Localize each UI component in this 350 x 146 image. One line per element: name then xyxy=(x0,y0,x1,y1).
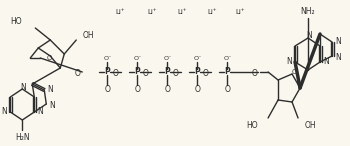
Text: O: O xyxy=(134,85,140,93)
Text: Li⁺: Li⁺ xyxy=(116,9,125,15)
Text: N: N xyxy=(20,82,26,92)
Text: N: N xyxy=(286,58,292,66)
Text: N: N xyxy=(1,107,7,117)
Text: O: O xyxy=(202,68,208,78)
Text: O⁻: O⁻ xyxy=(134,55,142,60)
Text: P: P xyxy=(194,67,200,77)
Text: O: O xyxy=(75,68,80,78)
Text: Li⁺: Li⁺ xyxy=(235,9,245,15)
Text: HO: HO xyxy=(246,121,258,131)
Text: Li⁺: Li⁺ xyxy=(177,9,187,15)
Text: O⁻: O⁻ xyxy=(194,55,202,60)
Text: O: O xyxy=(164,85,170,93)
Text: P: P xyxy=(164,67,170,77)
Text: O: O xyxy=(104,85,110,93)
Text: N: N xyxy=(335,53,341,61)
Text: O: O xyxy=(112,68,118,78)
Text: O: O xyxy=(251,68,257,78)
Text: NH₂: NH₂ xyxy=(301,7,315,16)
Text: N: N xyxy=(335,36,341,46)
Text: H₂N: H₂N xyxy=(15,133,30,141)
Text: N: N xyxy=(47,85,53,93)
Text: OH: OH xyxy=(305,121,317,131)
Text: Li⁺: Li⁺ xyxy=(207,9,217,15)
Text: Li⁺: Li⁺ xyxy=(147,9,157,15)
Text: P: P xyxy=(224,67,230,77)
Text: N: N xyxy=(306,32,312,40)
Text: N: N xyxy=(323,58,329,66)
Text: O: O xyxy=(172,68,178,78)
Text: P: P xyxy=(104,67,110,77)
Text: O: O xyxy=(142,68,148,78)
Text: O: O xyxy=(224,85,230,93)
Text: O⁻: O⁻ xyxy=(224,55,232,60)
Text: P: P xyxy=(134,67,140,77)
Text: O: O xyxy=(194,85,200,93)
Text: N: N xyxy=(37,107,43,117)
Text: OH: OH xyxy=(82,32,94,40)
Text: N: N xyxy=(49,100,55,110)
Text: HO: HO xyxy=(11,18,22,27)
Text: O⁻: O⁻ xyxy=(164,55,172,60)
Text: O: O xyxy=(47,55,52,61)
Text: O⁻: O⁻ xyxy=(104,55,112,60)
Text: O: O xyxy=(291,69,297,75)
